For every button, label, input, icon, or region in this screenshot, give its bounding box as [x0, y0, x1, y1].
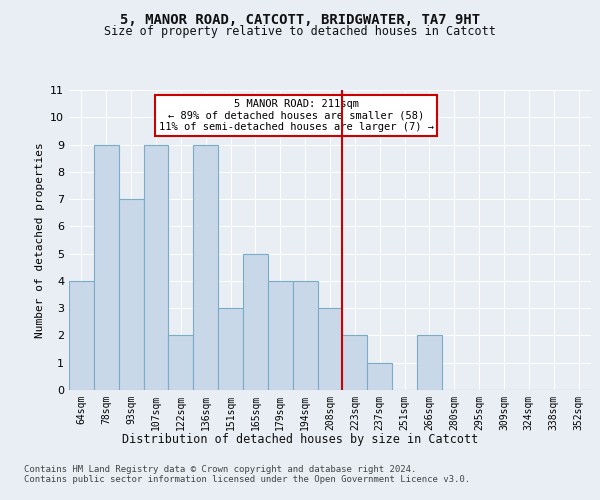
Bar — [218, 308, 243, 390]
Text: Distribution of detached houses by size in Catcott: Distribution of detached houses by size … — [122, 432, 478, 446]
Bar — [317, 308, 343, 390]
Bar — [243, 254, 268, 390]
Bar — [143, 144, 169, 390]
Bar — [268, 281, 293, 390]
Text: 5 MANOR ROAD: 211sqm
← 89% of detached houses are smaller (58)
11% of semi-detac: 5 MANOR ROAD: 211sqm ← 89% of detached h… — [158, 99, 434, 132]
Text: 5, MANOR ROAD, CATCOTT, BRIDGWATER, TA7 9HT: 5, MANOR ROAD, CATCOTT, BRIDGWATER, TA7 … — [120, 12, 480, 26]
Bar — [69, 281, 94, 390]
Bar — [417, 336, 442, 390]
Bar — [94, 144, 119, 390]
Bar — [343, 336, 367, 390]
Bar — [169, 336, 193, 390]
Bar — [193, 144, 218, 390]
Text: Contains HM Land Registry data © Crown copyright and database right 2024.
Contai: Contains HM Land Registry data © Crown c… — [24, 465, 470, 484]
Bar — [293, 281, 317, 390]
Bar — [367, 362, 392, 390]
Bar — [119, 199, 143, 390]
Y-axis label: Number of detached properties: Number of detached properties — [35, 142, 44, 338]
Text: Size of property relative to detached houses in Catcott: Size of property relative to detached ho… — [104, 25, 496, 38]
